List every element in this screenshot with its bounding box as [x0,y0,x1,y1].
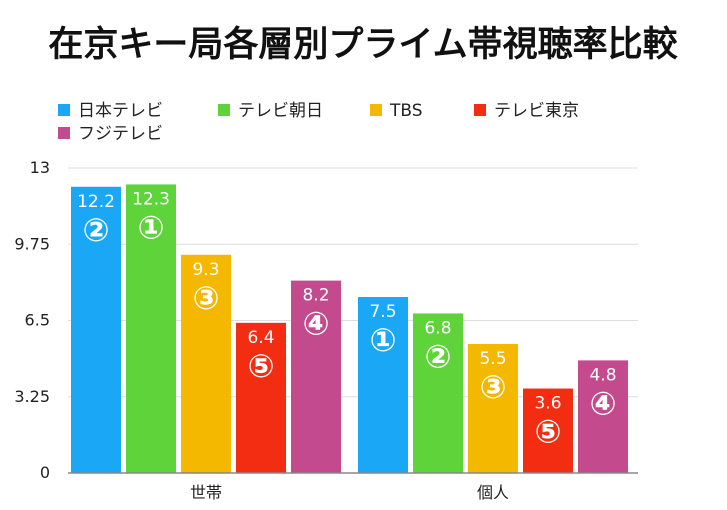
legend-swatch [218,104,230,116]
rank-label: ⑤ [247,347,274,385]
rank-label: ③ [192,279,219,317]
bar [126,184,176,473]
bar-value-label: 7.5 [369,302,396,322]
rank-label: ② [82,211,109,249]
y-tick-label: 3.25 [14,387,50,406]
y-tick-label: 6.5 [25,311,50,330]
legend-swatch [58,104,70,116]
bar [236,322,286,473]
chart-title: 在京キー局各層別プライム帯視聴率比較 [48,24,678,65]
bar [468,343,518,473]
bar-value-label: 12.3 [132,189,170,209]
legend-label: テレビ朝日 [238,101,323,121]
legend-swatch [58,127,70,139]
y-axis-ticks: 0 3.25 6.5 9.75 13 [14,158,50,482]
rank-label: ① [369,321,396,359]
bar [358,297,408,473]
bar [578,360,628,473]
legend-label: TBS [389,101,423,121]
legend-label: テレビ東京 [494,101,579,121]
bar-value-label: 9.3 [192,260,219,280]
legend-label: フジテレビ [78,124,163,144]
bar [291,280,341,473]
x-axis-categories: 世帯 個人 [190,483,509,502]
bar-value-label: 5.5 [479,349,506,369]
rank-label: ① [137,208,164,246]
y-tick-label: 13 [30,158,50,177]
rank-label: ④ [589,384,616,422]
y-tick-label: 0 [40,463,50,482]
bar-value-label: 3.6 [534,394,561,414]
x-category-label: 個人 [477,483,509,502]
legend-swatch [370,104,382,116]
bar [71,186,121,473]
bar [181,254,231,473]
bar-value-label: 4.8 [589,365,616,385]
bar-value-label: 12.2 [77,192,115,212]
rank-label: ② [424,337,451,375]
rank-label: ⑤ [534,413,561,451]
bar [523,388,573,473]
rank-label: ③ [479,368,506,406]
legend-label: 日本テレビ [78,101,163,121]
x-category-label: 世帯 [190,483,222,502]
bar-value-label: 8.2 [302,286,329,306]
bar [413,313,463,473]
y-tick-label: 9.75 [14,234,50,253]
rank-label: ④ [302,305,329,343]
legend-swatch [474,104,486,116]
bar-value-label: 6.8 [424,318,451,338]
bar-value-label: 6.4 [247,328,274,348]
